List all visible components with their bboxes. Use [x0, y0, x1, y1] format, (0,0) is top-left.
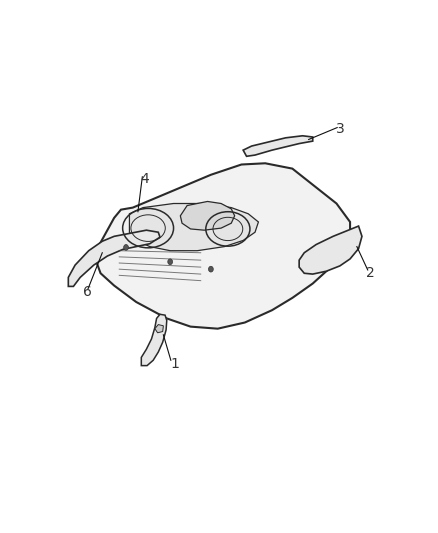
Circle shape	[124, 245, 128, 251]
Polygon shape	[130, 204, 258, 251]
Text: 6: 6	[82, 285, 92, 298]
Polygon shape	[68, 230, 160, 286]
Polygon shape	[299, 226, 362, 274]
Text: 3: 3	[336, 122, 344, 136]
Polygon shape	[243, 136, 313, 156]
Text: 4: 4	[140, 172, 149, 186]
Polygon shape	[94, 163, 350, 329]
Text: 2: 2	[366, 266, 375, 280]
Text: 1: 1	[171, 358, 180, 372]
Polygon shape	[141, 314, 167, 366]
Circle shape	[168, 259, 173, 265]
Polygon shape	[155, 325, 163, 333]
Circle shape	[208, 266, 213, 272]
Polygon shape	[180, 201, 235, 230]
